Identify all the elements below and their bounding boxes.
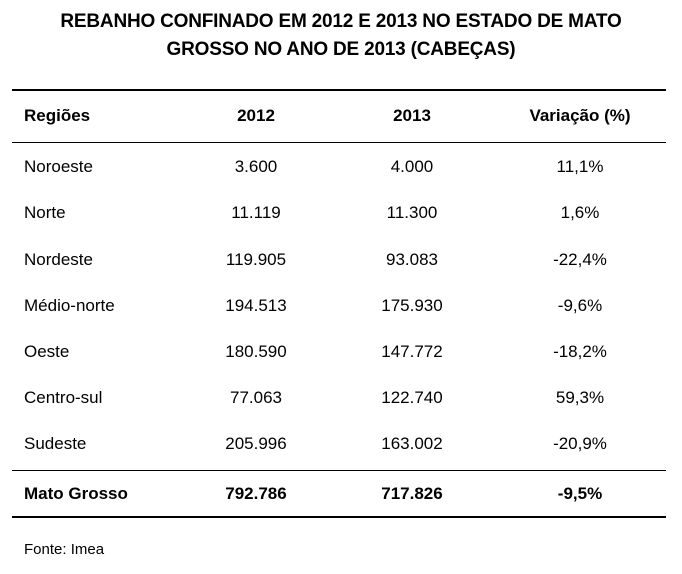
cell-2013: 175.930 [381, 296, 443, 315]
cell-2013: 163.002 [381, 434, 443, 453]
cell-2012: 194.513 [225, 296, 287, 315]
table-row: Norte 11.119 11.300 1,6% [12, 193, 666, 233]
cell-2013: 11.300 [386, 203, 438, 222]
cell-variation: 1,6% [560, 203, 600, 222]
table-title: REBANHO CONFINADO EM 2012 E 2013 NO ESTA… [0, 8, 682, 64]
source-note: Fonte: Imea [24, 541, 105, 558]
total-2013: 717.826 [381, 484, 443, 503]
table-row: Nordeste 119.905 93.083 -22,4% [12, 240, 666, 280]
cell-region: Nordeste [24, 250, 93, 269]
header-2013: 2013 [393, 106, 431, 125]
header-2012: 2012 [237, 106, 275, 125]
table-header-rule [12, 142, 666, 143]
table-bottom-rule [12, 516, 666, 518]
cell-2013: 122.740 [381, 388, 443, 407]
cell-2012: 11.119 [231, 203, 281, 222]
table-total-rule [12, 470, 666, 471]
table-row: Centro-sul 77.063 122.740 59,3% [12, 378, 666, 418]
cell-region: Oeste [24, 342, 70, 361]
cell-2012: 3.600 [234, 157, 278, 176]
total-variation: -9,5% [557, 484, 603, 503]
header-regions: Regiões [24, 106, 91, 125]
cell-region: Sudeste [24, 434, 87, 453]
cell-2013: 147.772 [381, 342, 443, 361]
table-total-row: Mato Grosso 792.786 717.826 -9,5% [12, 474, 666, 514]
cell-variation: 11,1% [556, 157, 604, 176]
cell-2012: 119.905 [225, 250, 287, 269]
cell-2012: 180.590 [225, 342, 287, 361]
table-row: Noroeste 3.600 4.000 11,1% [12, 147, 666, 187]
table-title-line-1: REBANHO CONFINADO EM 2012 E 2013 NO ESTA… [60, 11, 622, 32]
total-region: Mato Grosso [24, 484, 128, 503]
table-top-rule [12, 89, 666, 91]
table-row: Sudeste 205.996 163.002 -20,9% [12, 424, 666, 464]
table-row: Médio-norte 194.513 175.930 -9,6% [12, 286, 666, 326]
total-2012: 792.786 [225, 484, 287, 503]
table-row: Oeste 180.590 147.772 -18,2% [12, 332, 666, 372]
cell-2013: 4.000 [390, 157, 434, 176]
cell-2013: 93.083 [386, 250, 438, 269]
cell-2012: 205.996 [225, 434, 287, 453]
cell-region: Centro-sul [24, 388, 103, 407]
cell-variation: -18,2% [553, 342, 607, 361]
cell-2012: 77.063 [230, 388, 282, 407]
cell-variation: -20,9% [553, 434, 607, 453]
cell-region: Noroeste [24, 157, 93, 176]
cell-region: Norte [24, 203, 66, 222]
cell-variation: -22,4% [553, 250, 607, 269]
table-header-row: Regiões 2012 2013 Variação (%) [12, 96, 666, 136]
table-title-line-2: GROSSO NO ANO DE 2013 (CABEÇAS) [166, 39, 516, 60]
cell-variation: -9,6% [557, 296, 603, 315]
cell-variation: 59,3% [555, 388, 605, 407]
cell-region: Médio-norte [24, 296, 115, 315]
header-variation: Variação (%) [529, 106, 631, 125]
